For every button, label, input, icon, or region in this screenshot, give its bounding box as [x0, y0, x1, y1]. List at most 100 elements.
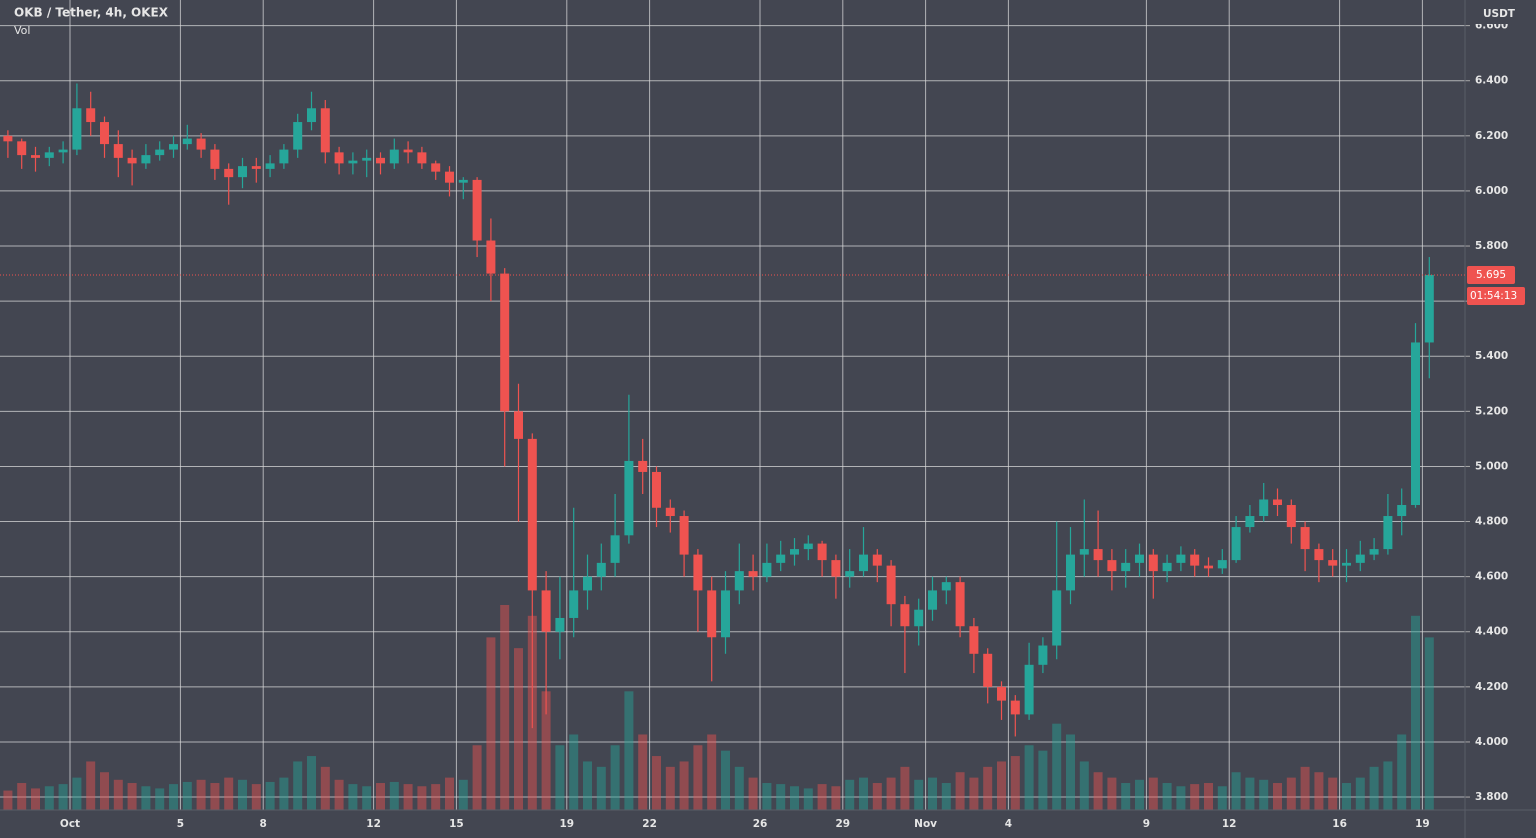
- candle-body: [638, 460, 648, 472]
- volume-bar: [251, 784, 261, 810]
- candle-body: [997, 686, 1006, 701]
- volume-bar: [1135, 779, 1144, 810]
- candle-body: [1079, 549, 1089, 555]
- volume-bar: [155, 788, 165, 810]
- candle-body: [431, 163, 441, 172]
- candle-body: [445, 171, 454, 183]
- x-tick-label: 26: [753, 818, 768, 830]
- volume-bar: [265, 781, 275, 810]
- candle-body: [555, 617, 565, 632]
- candle-body: [307, 108, 316, 123]
- volume-bar: [886, 777, 896, 810]
- y-tick-label: 6.400: [1475, 75, 1508, 87]
- volume-bar: [141, 786, 151, 810]
- candle-body: [872, 554, 882, 566]
- volume-bar: [17, 783, 27, 810]
- candle-body: [100, 122, 109, 145]
- candle-body: [1135, 554, 1144, 563]
- volume-bar: [72, 777, 82, 810]
- volume-bar: [928, 777, 937, 810]
- candle-body: [486, 240, 496, 274]
- candle-body: [1024, 664, 1034, 715]
- x-tick-label: Oct: [60, 818, 80, 830]
- candle-body: [734, 571, 744, 591]
- candle-body: [610, 535, 620, 563]
- volume-bar: [334, 779, 344, 810]
- candle-body: [1355, 554, 1365, 563]
- volume-bar: [555, 745, 565, 810]
- volume-bar: [1314, 772, 1324, 810]
- candle-body: [1369, 549, 1379, 555]
- volume-bar: [1369, 766, 1379, 810]
- candle-body: [583, 576, 592, 591]
- currency-label: USDT: [1483, 8, 1516, 20]
- candle-body: [196, 138, 206, 150]
- volume-bar: [500, 605, 510, 810]
- volume-bar: [169, 784, 178, 810]
- candle-body: [762, 562, 772, 577]
- volume-bar: [596, 766, 606, 810]
- volume-bar: [1355, 777, 1365, 810]
- candle-body: [721, 590, 730, 638]
- volume-bar: [196, 779, 206, 810]
- volume-bar: [417, 786, 427, 810]
- candle-body: [1300, 527, 1310, 550]
- volume-bar: [803, 788, 813, 810]
- y-tick-label: 4.000: [1475, 736, 1508, 748]
- candle-body: [44, 152, 54, 158]
- candle-body: [845, 571, 855, 577]
- candle-body: [748, 571, 758, 577]
- volume-bar: [983, 766, 993, 810]
- candle-body: [1328, 560, 1338, 566]
- candle-body: [1383, 516, 1393, 550]
- candle-body: [859, 554, 868, 572]
- volume-bar: [1079, 761, 1089, 810]
- volume-bar: [969, 777, 979, 810]
- candle-body: [652, 471, 661, 508]
- volume-bar: [1397, 734, 1407, 810]
- volume-bar: [1259, 779, 1269, 810]
- volume-bar: [1190, 784, 1200, 810]
- volume-bar: [817, 784, 827, 810]
- candle-body: [1148, 554, 1158, 572]
- volume-bar: [403, 784, 413, 810]
- candle-body: [1093, 549, 1103, 561]
- candle-body: [376, 157, 385, 164]
- candle-body: [665, 507, 675, 517]
- candle-body: [1217, 560, 1227, 569]
- candle-body: [900, 604, 910, 627]
- volume-bar: [445, 777, 454, 810]
- candle-body: [596, 562, 606, 577]
- volume-bar: [1107, 777, 1117, 810]
- volume-bar: [31, 788, 40, 810]
- volume-bar: [1328, 777, 1338, 810]
- volume-bar: [1176, 786, 1186, 810]
- y-tick-label: 4.800: [1475, 516, 1508, 528]
- candle-body: [1038, 645, 1048, 665]
- candle-body: [707, 590, 717, 638]
- volume-bar: [541, 691, 551, 810]
- candle-body: [348, 160, 358, 164]
- volume-bar: [610, 745, 620, 810]
- candle-body: [17, 141, 27, 156]
- volume-bar: [859, 777, 868, 810]
- volume-bar: [638, 734, 648, 810]
- x-tick-label: 22: [642, 818, 657, 830]
- y-tick-label: 5.000: [1475, 460, 1508, 472]
- candle-body: [1204, 565, 1213, 569]
- candle-body: [362, 157, 372, 161]
- candle-body: [1121, 562, 1131, 572]
- volume-bar: [872, 783, 882, 810]
- volume-bar: [113, 779, 123, 810]
- candle-body: [969, 626, 979, 654]
- candle-body: [389, 149, 399, 164]
- y-tick-label: 4.600: [1475, 571, 1508, 583]
- x-tick-label: 9: [1143, 818, 1150, 830]
- volume-bar: [1010, 756, 1020, 810]
- candle-body: [279, 149, 289, 164]
- volume-bar: [238, 779, 247, 810]
- candle-body: [265, 163, 275, 169]
- volume-bar: [941, 783, 951, 810]
